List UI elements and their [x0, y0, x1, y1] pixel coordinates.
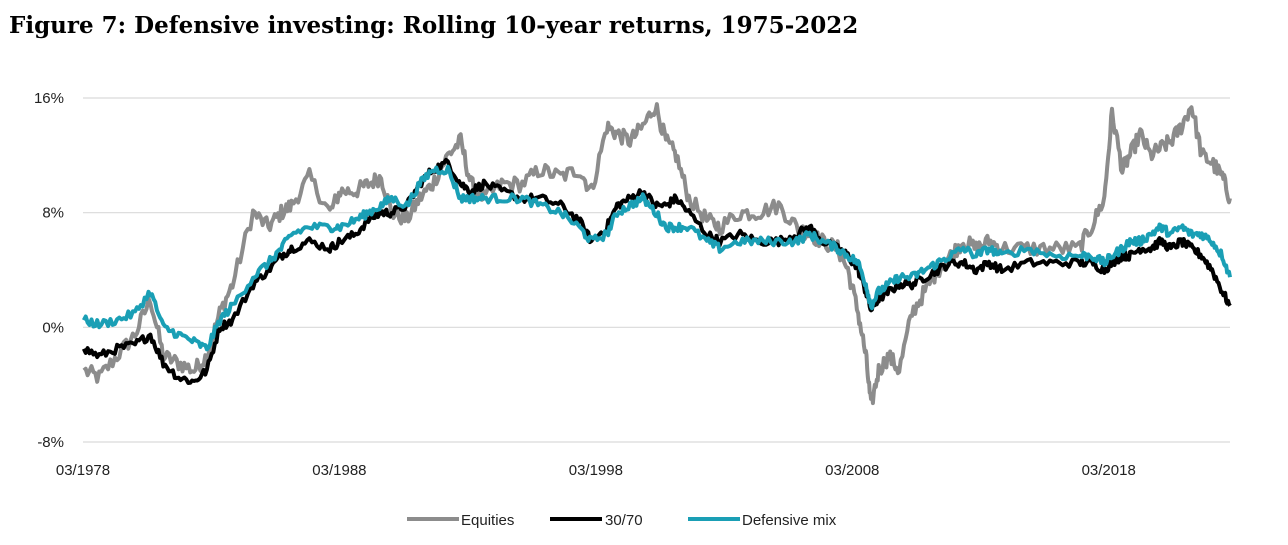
x-tick-label: 03/2008: [825, 462, 879, 479]
x-tick-label: 03/1978: [56, 462, 110, 479]
y-axis-tick-labels: -8% 0% 8% 16%: [34, 90, 64, 451]
legend: Equities 30/70 Defensive mix: [407, 512, 837, 529]
series-line-equities: [82, 102, 1232, 406]
chart-title: Figure 7: Defensive investing: Rolling 1…: [9, 12, 859, 39]
y-tick-label: -8%: [37, 434, 64, 451]
x-tick-label: 03/2018: [1082, 462, 1136, 479]
legend-label-defensive-mix: Defensive mix: [742, 512, 837, 529]
y-tick-label: 16%: [34, 90, 64, 107]
x-tick-label: 03/1998: [569, 462, 623, 479]
x-tick-label: 03/1988: [312, 462, 366, 479]
legend-label-equities: Equities: [461, 512, 514, 529]
series-lines: [81, 102, 1232, 406]
y-tick-label: 8%: [42, 205, 64, 222]
gridlines: [83, 97, 1230, 443]
series-line-30-70: [81, 157, 1232, 385]
series-line-defensive-mix: [82, 164, 1232, 352]
x-axis-tick-labels: 03/1978 03/1988 03/1998 03/2008 03/2018: [56, 462, 1136, 479]
legend-label-30-70: 30/70: [605, 512, 643, 529]
y-tick-label: 0%: [42, 319, 64, 336]
